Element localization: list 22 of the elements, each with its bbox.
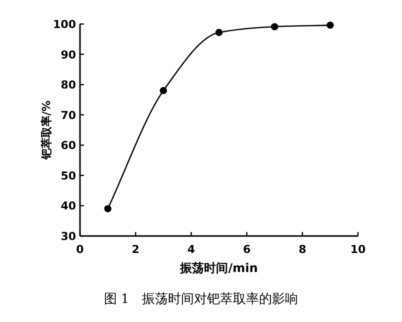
x-tick-label: 10 (350, 243, 366, 256)
y-tick-label: 30 (60, 230, 76, 243)
x-tick-label: 2 (132, 243, 140, 256)
y-tick-label: 100 (53, 18, 76, 31)
y-tick-label: 90 (60, 48, 76, 62)
x-tick-label: 4 (187, 243, 196, 256)
y-axis-title: 钯萃取率/% (40, 100, 53, 161)
caption: 图 1 振荡时间对钯萃取率的影响 (104, 291, 298, 307)
x-axis-title: 振荡时间/min (179, 261, 258, 275)
point (271, 23, 278, 30)
y-tick-label: 50 (60, 169, 76, 182)
point (104, 205, 112, 212)
y-tick-label: 60 (60, 139, 76, 152)
y-tick-label: 80 (60, 78, 76, 92)
x-tick-label: 6 (242, 243, 251, 256)
y-tick-label: 40 (60, 200, 76, 213)
point (160, 87, 167, 94)
y-tick-label: 70 (60, 108, 76, 122)
x-tick-label: 0 (76, 243, 84, 256)
point (215, 28, 223, 36)
x-tick-label: 8 (298, 243, 306, 256)
point (326, 22, 334, 29)
